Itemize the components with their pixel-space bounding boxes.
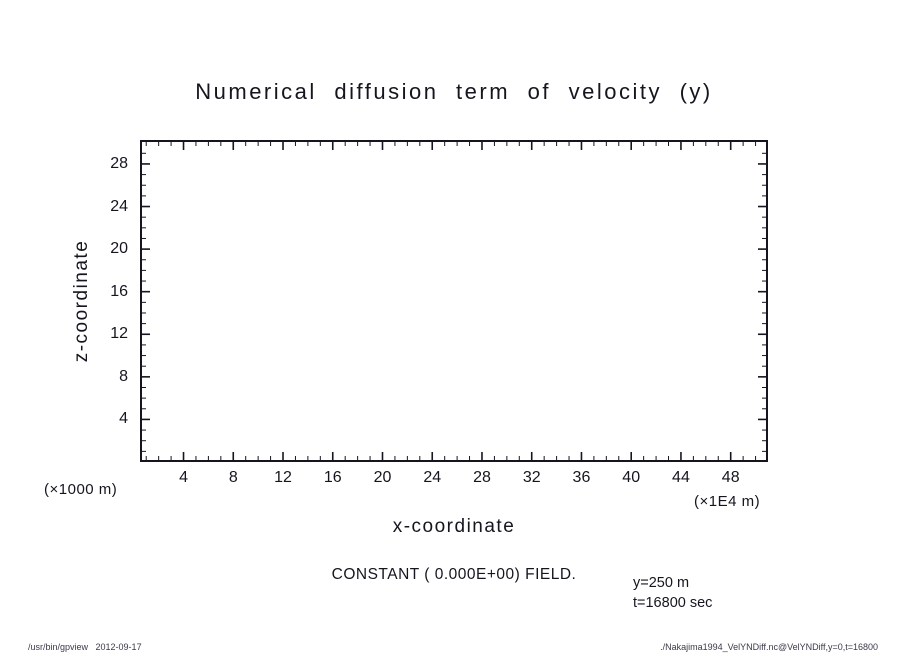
y-tick-label: 4 (119, 410, 128, 428)
y-slice-annotation: y=250 m (633, 575, 690, 591)
x-axis-label: x-coordinate (392, 516, 516, 537)
x-tick-label: 16 (323, 469, 342, 486)
chart-title: Numerical diffusion term of velocity (y) (195, 79, 713, 104)
x-tick-label: 4 (179, 469, 188, 486)
y-tick-label: 16 (110, 282, 128, 300)
x-tick-label: 20 (373, 469, 392, 486)
y-tick-label: 28 (110, 154, 128, 172)
constant-field-note: CONSTANT ( 0.000E+00) FIELD. (331, 566, 577, 583)
x-axis-unit-factor: (×1E4 m) (694, 493, 761, 510)
y-tick-label: 20 (110, 240, 128, 258)
x-tick-label: 36 (572, 469, 591, 486)
x-tick-label: 24 (423, 469, 442, 486)
plot-frame (140, 140, 768, 462)
x-tick-label: 44 (672, 469, 690, 486)
data-source-footer: ./Nakajima1994_VelYNDiff.nc@VelYNDiff,y=… (660, 642, 878, 652)
plot-area (140, 140, 768, 462)
x-tick-label: 12 (274, 469, 292, 486)
time-annotation: t=16800 sec (633, 595, 713, 611)
x-tick-label: 40 (622, 469, 641, 486)
y-tick-label: 12 (110, 325, 128, 343)
x-tick-label: 28 (473, 469, 491, 486)
slice-annotations: y=250 m t=16800 sec (633, 573, 712, 613)
y-axis-unit-factor: (×1000 m) (44, 481, 118, 498)
x-tick-label: 8 (228, 469, 238, 486)
y-tick-label: 24 (110, 197, 128, 215)
y-tick-label: 8 (119, 367, 128, 385)
command-and-date-footer: /usr/bin/gpview 2012-09-17 (28, 642, 142, 652)
x-tick-label: 48 (721, 469, 740, 486)
x-tick-label: 32 (522, 469, 541, 486)
